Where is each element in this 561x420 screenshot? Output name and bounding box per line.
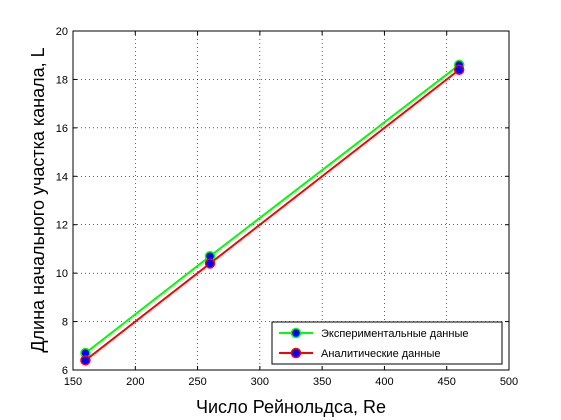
grid <box>73 31 509 370</box>
legend-label-analytical: Аналитические данные <box>321 348 440 360</box>
data-point-1-2 <box>453 64 465 75</box>
y-tick-label: 18 <box>56 74 68 86</box>
legend-label-experimental: Экспериментальные данные <box>321 328 468 340</box>
x-tick-label: 400 <box>375 376 393 388</box>
x-tick-label: 300 <box>251 376 269 388</box>
x-tick-label: 500 <box>500 376 518 388</box>
y-tick-label: 20 <box>56 26 68 38</box>
legend-marker-experimental <box>290 327 302 339</box>
axes-box <box>72 30 510 371</box>
ticks: 150 200 250 300 350 400 450 500 6 8 10 12 14 16 18 20 <box>56 26 518 388</box>
legend-box <box>271 321 503 365</box>
y-tick-label: 8 <box>62 317 68 329</box>
x-tick-label: 200 <box>126 376 144 388</box>
data-point-1-0 <box>80 355 91 366</box>
legend-marker-analytical <box>290 347 302 359</box>
x-tick-label: 250 <box>188 376 206 388</box>
y-tick-label: 10 <box>56 268 68 280</box>
series-group <box>80 59 465 366</box>
y-tick-label: 12 <box>56 220 68 232</box>
x-axis-title: Число Рейнольдса, Re <box>196 397 386 417</box>
x-tick-label: 150 <box>64 376 82 388</box>
x-tick-label: 450 <box>438 376 456 388</box>
legend: Экспериментальные данные Аналитические д… <box>271 321 503 365</box>
y-axis-title: Длина начального участка канала, L <box>28 47 48 352</box>
y-tick-label: 14 <box>56 171 68 183</box>
data-point-1-1 <box>204 258 216 269</box>
x-tick-label: 350 <box>313 376 331 388</box>
y-tick-label: 6 <box>62 365 68 377</box>
y-tick-label: 16 <box>56 123 68 135</box>
